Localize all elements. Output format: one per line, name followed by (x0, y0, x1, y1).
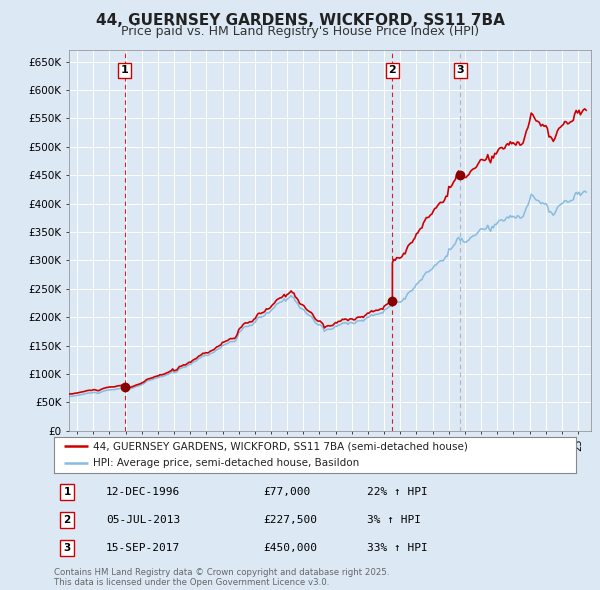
Text: 22% ↑ HPI: 22% ↑ HPI (367, 487, 428, 497)
Text: £227,500: £227,500 (263, 515, 317, 525)
Text: 12-DEC-1996: 12-DEC-1996 (106, 487, 181, 497)
Text: 2: 2 (389, 65, 396, 76)
Text: HPI: Average price, semi-detached house, Basildon: HPI: Average price, semi-detached house,… (93, 458, 359, 468)
Text: 1: 1 (64, 487, 71, 497)
Text: Price paid vs. HM Land Registry's House Price Index (HPI): Price paid vs. HM Land Registry's House … (121, 25, 479, 38)
Text: 3: 3 (64, 543, 71, 553)
Text: 3% ↑ HPI: 3% ↑ HPI (367, 515, 421, 525)
Text: 33% ↑ HPI: 33% ↑ HPI (367, 543, 428, 553)
Text: Contains HM Land Registry data © Crown copyright and database right 2025.
This d: Contains HM Land Registry data © Crown c… (54, 568, 389, 587)
Text: 2: 2 (64, 515, 71, 525)
Text: £77,000: £77,000 (263, 487, 310, 497)
Text: 15-SEP-2017: 15-SEP-2017 (106, 543, 181, 553)
Text: 3: 3 (457, 65, 464, 76)
Text: 44, GUERNSEY GARDENS, WICKFORD, SS11 7BA: 44, GUERNSEY GARDENS, WICKFORD, SS11 7BA (95, 13, 505, 28)
Text: 05-JUL-2013: 05-JUL-2013 (106, 515, 181, 525)
Text: 1: 1 (121, 65, 128, 76)
Text: £450,000: £450,000 (263, 543, 317, 553)
Text: 44, GUERNSEY GARDENS, WICKFORD, SS11 7BA (semi-detached house): 44, GUERNSEY GARDENS, WICKFORD, SS11 7BA… (93, 441, 468, 451)
